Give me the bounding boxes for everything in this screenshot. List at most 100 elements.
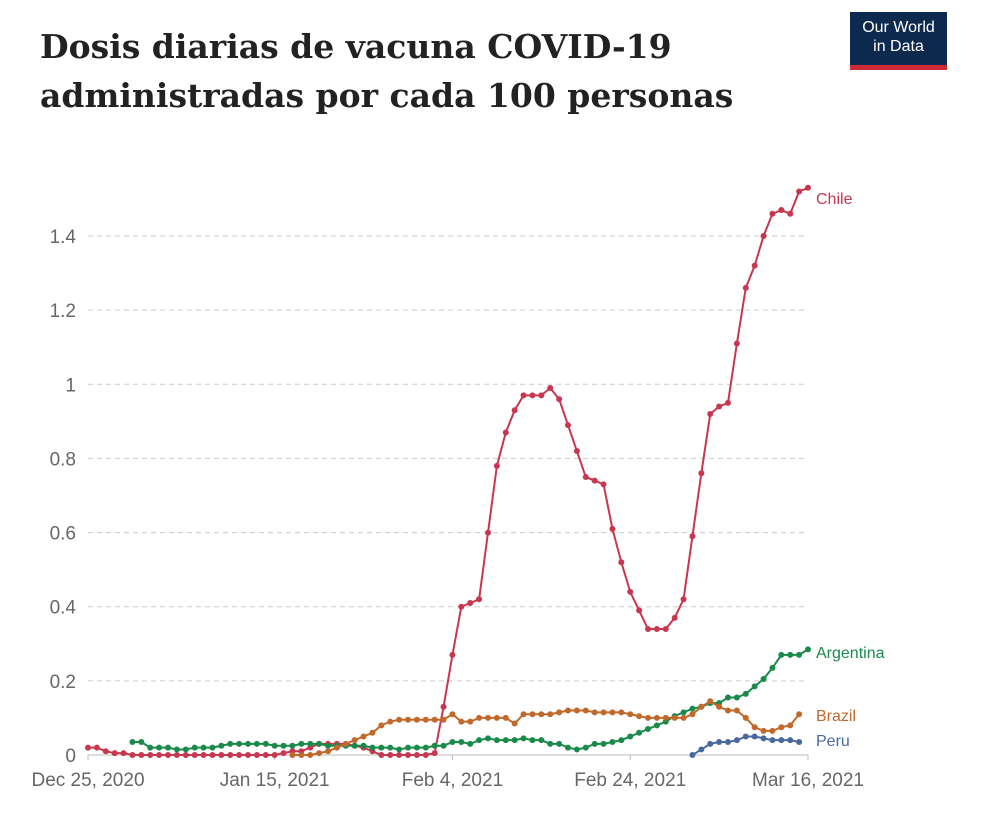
- data-point-brazil: [778, 724, 785, 731]
- data-point-brazil: [582, 707, 589, 714]
- data-point-argentina: [520, 735, 527, 742]
- data-point-brazil: [742, 714, 749, 721]
- data-point-peru: [716, 739, 723, 746]
- data-point-argentina: [129, 739, 136, 746]
- x-tick-label: Feb 24, 2021: [574, 770, 686, 791]
- data-point-argentina: [529, 737, 536, 744]
- data-point-peru: [796, 739, 803, 746]
- data-point-chile: [449, 651, 456, 658]
- data-point-peru: [698, 746, 705, 753]
- data-point-peru: [760, 735, 767, 742]
- data-point-brazil: [751, 724, 758, 731]
- data-point-chile: [547, 384, 554, 391]
- data-point-chile: [733, 340, 740, 347]
- data-point-chile: [413, 752, 420, 758]
- data-point-argentina: [742, 690, 749, 697]
- data-point-argentina: [316, 740, 323, 747]
- data-point-brazil: [627, 711, 634, 718]
- data-point-chile: [556, 396, 563, 403]
- data-point-argentina: [236, 740, 243, 747]
- data-point-brazil: [538, 711, 545, 718]
- data-point-brazil: [360, 733, 367, 740]
- data-point-chile: [485, 529, 491, 536]
- data-point-chile: [796, 188, 803, 195]
- data-point-chile: [698, 470, 705, 477]
- data-point-chile: [653, 625, 660, 632]
- data-point-chile: [209, 752, 216, 758]
- data-point-argentina: [173, 746, 180, 753]
- data-point-argentina: [209, 744, 216, 751]
- data-point-argentina: [627, 733, 634, 740]
- data-point-argentina: [387, 744, 394, 751]
- data-point-brazil: [431, 716, 438, 723]
- data-point-chile: [680, 596, 687, 603]
- data-point-chile: [591, 477, 598, 484]
- data-point-chile: [422, 752, 429, 758]
- data-point-chile: [129, 752, 136, 758]
- data-point-argentina: [760, 676, 767, 683]
- y-tick-label: 0.6: [50, 524, 76, 545]
- data-point-chile: [253, 752, 260, 758]
- data-point-argentina: [422, 744, 429, 751]
- data-point-chile: [769, 210, 776, 217]
- data-point-brazil: [707, 698, 714, 705]
- data-point-brazil: [565, 707, 571, 714]
- data-point-chile: [378, 752, 385, 758]
- data-point-brazil: [653, 714, 660, 721]
- data-point-argentina: [191, 744, 198, 751]
- data-point-chile: [458, 603, 465, 610]
- data-point-chile: [138, 752, 145, 758]
- data-point-brazil: [378, 722, 385, 729]
- data-point-chile: [742, 284, 749, 291]
- y-tick-label: 0: [65, 746, 76, 767]
- data-point-argentina: [609, 739, 616, 746]
- logo-line2: in Data: [873, 38, 924, 55]
- data-point-brazil: [591, 709, 598, 716]
- data-point-chile: [387, 752, 394, 758]
- data-point-brazil: [502, 714, 509, 721]
- data-point-peru: [733, 737, 740, 744]
- data-point-chile: [671, 614, 678, 621]
- data-point-chile: [147, 752, 154, 758]
- series-line-chile: [88, 186, 809, 756]
- data-point-brazil: [333, 744, 340, 751]
- data-point-argentina: [458, 739, 465, 746]
- data-point-argentina: [511, 737, 518, 744]
- data-point-argentina: [600, 740, 607, 747]
- data-point-chile: [725, 399, 731, 406]
- data-point-argentina: [493, 737, 500, 744]
- y-tick-label: 0.2: [50, 672, 76, 693]
- y-tick-label: 0.8: [50, 449, 76, 470]
- data-point-chile: [689, 533, 696, 540]
- data-point-brazil: [342, 740, 349, 747]
- y-tick-label: 1.4: [50, 227, 77, 248]
- data-point-argentina: [680, 709, 687, 716]
- data-point-chile: [600, 481, 607, 488]
- data-point-chile: [582, 473, 589, 480]
- owid-logo[interactable]: Our World in Data: [850, 12, 947, 70]
- data-point-chile: [431, 750, 438, 757]
- data-point-chile: [760, 233, 767, 239]
- data-point-argentina: [582, 744, 589, 751]
- data-point-argentina: [156, 744, 163, 751]
- series-label-chile: Chile: [816, 191, 853, 208]
- data-point-argentina: [733, 694, 740, 701]
- data-point-argentina: [200, 744, 207, 751]
- data-point-argentina: [769, 664, 776, 671]
- data-point-argentina: [556, 740, 563, 747]
- data-point-argentina: [476, 737, 483, 744]
- data-point-chile: [405, 752, 411, 758]
- data-point-chile: [645, 625, 651, 632]
- x-tick-label: Jan 15, 2021: [220, 770, 330, 791]
- data-point-brazil: [733, 707, 740, 714]
- data-point-chile: [707, 410, 714, 417]
- data-point-peru: [742, 733, 749, 740]
- data-point-argentina: [636, 729, 643, 736]
- data-point-argentina: [805, 646, 811, 653]
- series-label-argentina: Argentina: [816, 645, 885, 662]
- data-point-argentina: [725, 694, 731, 701]
- data-point-brazil: [725, 707, 731, 714]
- data-point-chile: [787, 210, 794, 217]
- data-point-brazil: [609, 709, 616, 716]
